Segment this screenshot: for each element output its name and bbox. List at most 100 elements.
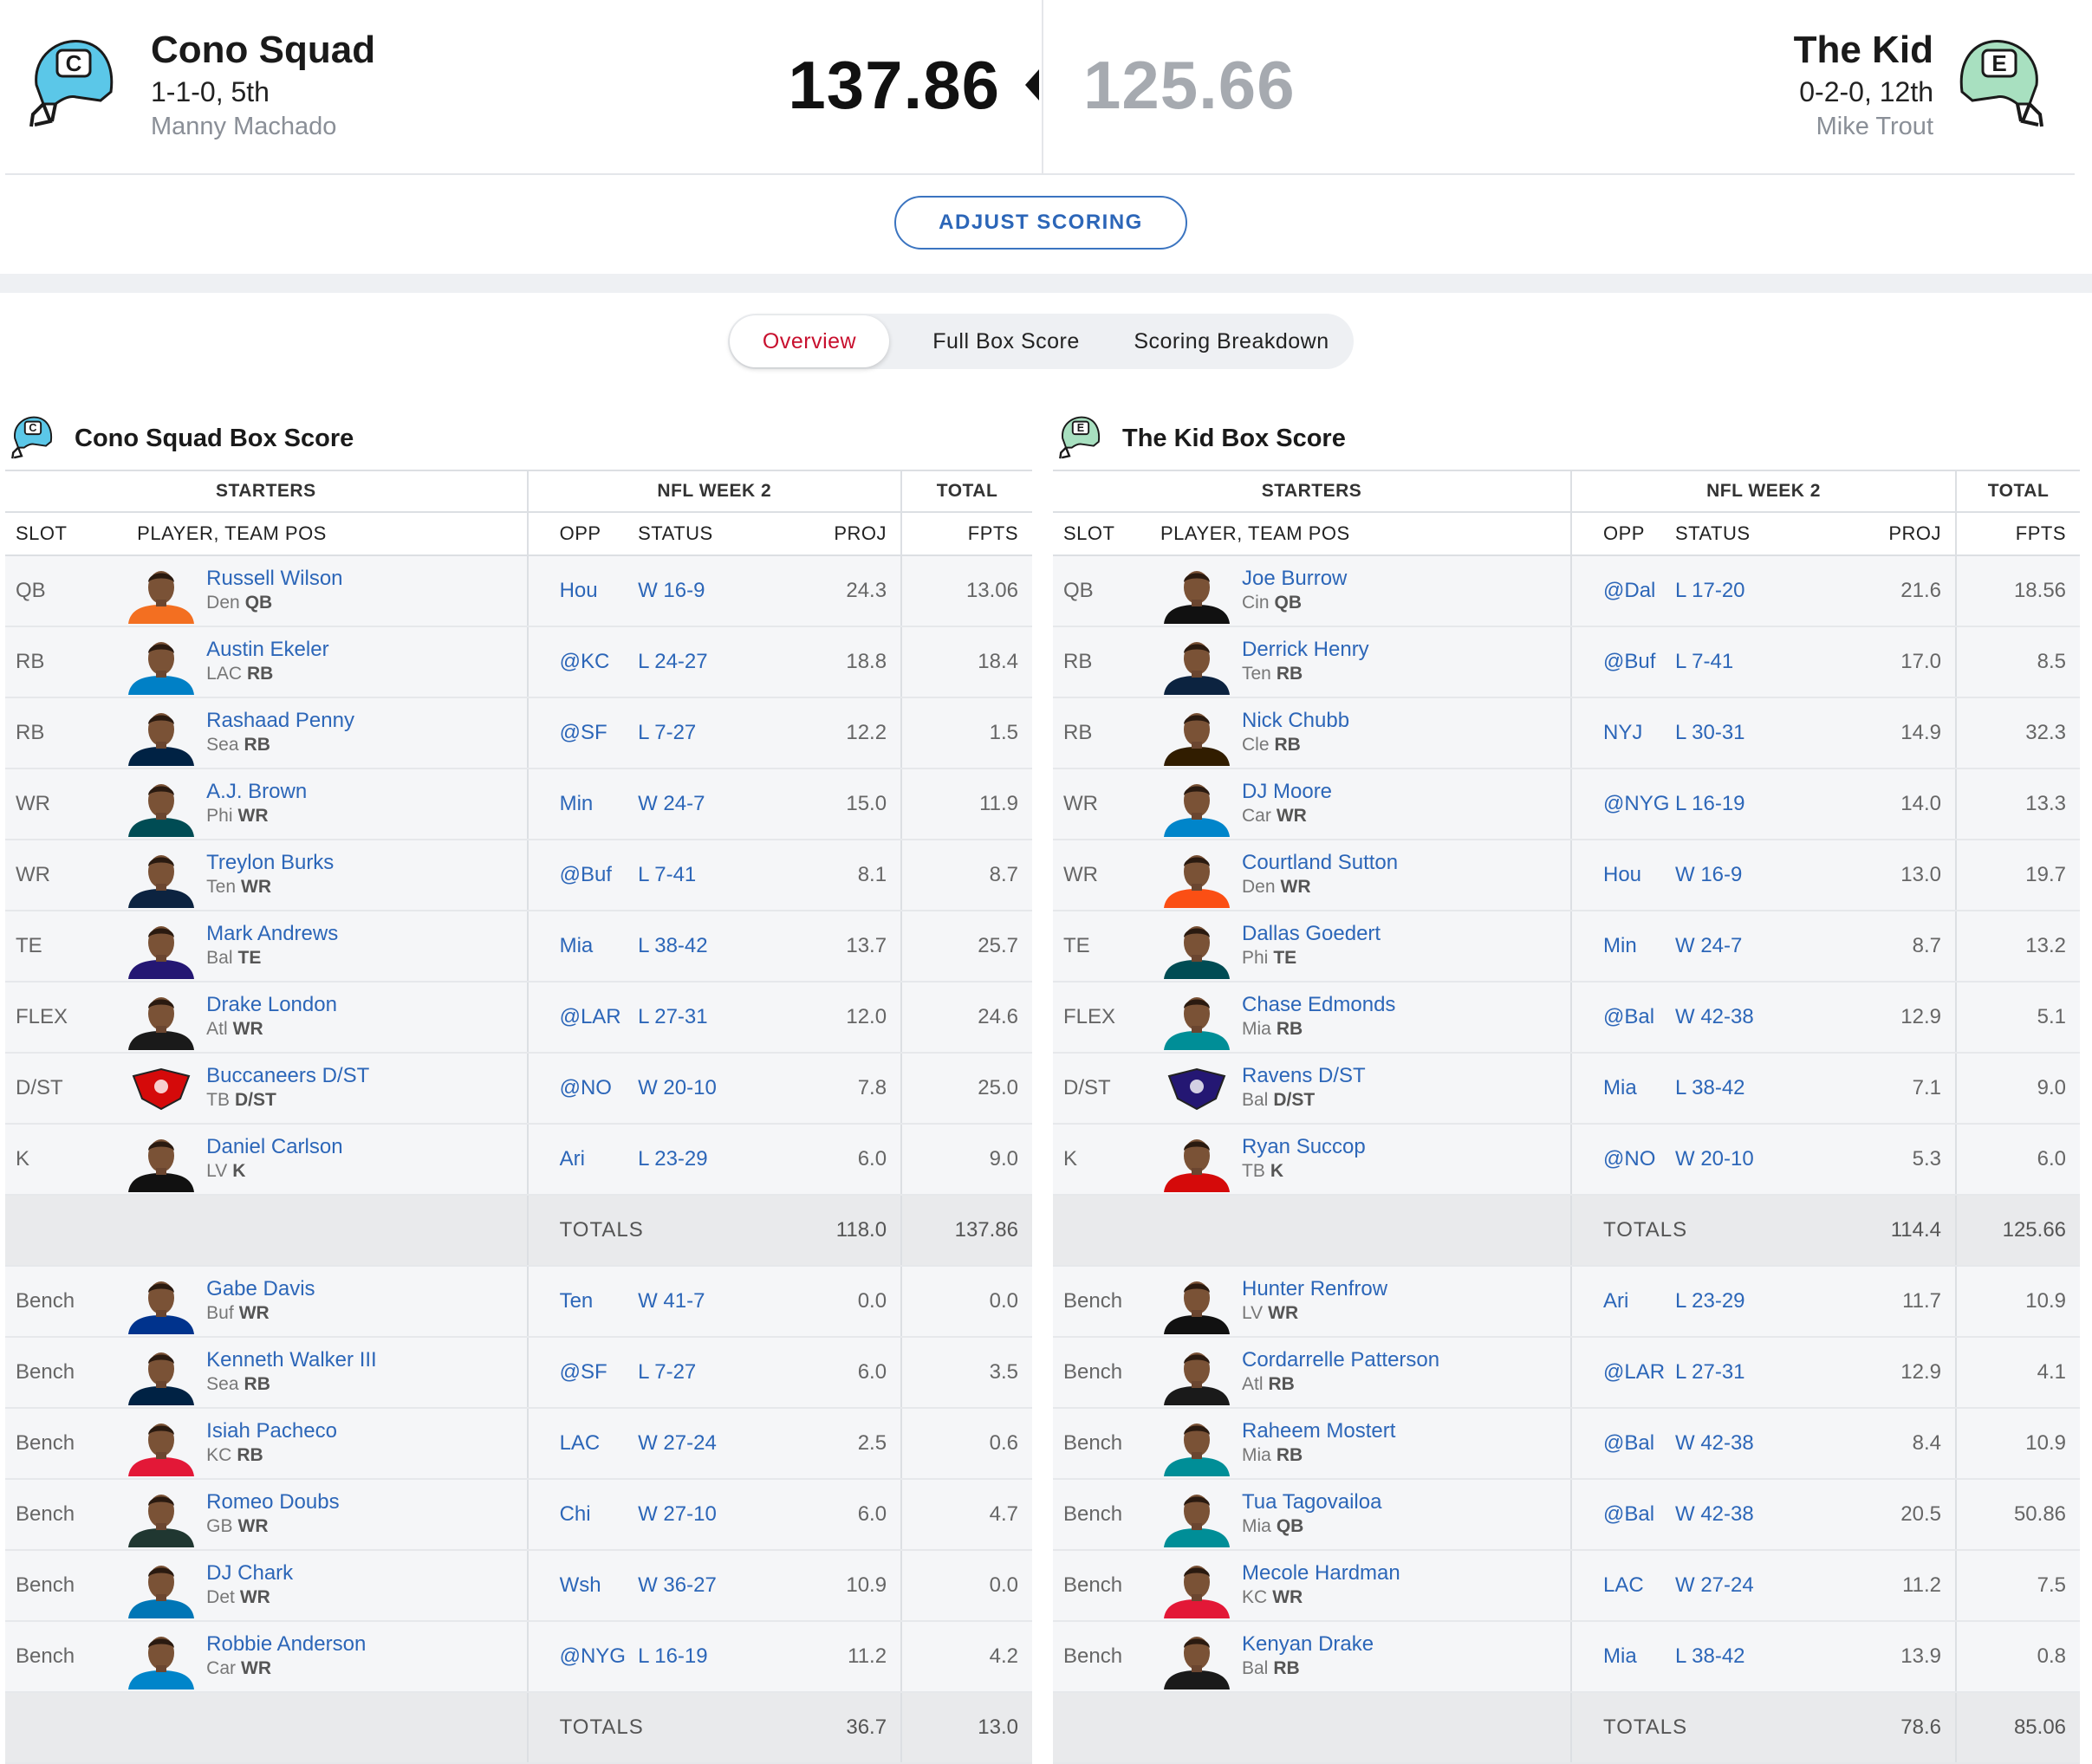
game-status-link[interactable]: L 24-27 (638, 626, 804, 698)
game-status-link[interactable]: L 38-42 (1675, 1621, 1831, 1693)
game-status-link[interactable]: W 16-9 (1675, 840, 1831, 911)
player-name-link[interactable]: A.J. Brown (206, 780, 308, 803)
player-headshot[interactable] (125, 561, 198, 624)
opponent-link[interactable]: Mia (526, 911, 639, 983)
opponent-link[interactable]: @NO (526, 1053, 639, 1125)
tab-overview[interactable]: Overview (730, 315, 889, 367)
fantasy-points[interactable]: 18.4 (900, 626, 1032, 698)
opponent-link[interactable]: Mia (1570, 1053, 1675, 1125)
opponent-link[interactable]: NYJ (1570, 697, 1675, 769)
fantasy-points[interactable]: 0.0 (900, 1266, 1032, 1338)
player-name-link[interactable]: Kenneth Walker III (206, 1348, 377, 1372)
game-status-link[interactable]: W 41-7 (638, 1266, 804, 1338)
player-headshot[interactable] (1160, 1059, 1233, 1121)
game-status-link[interactable]: W 42-38 (1675, 1408, 1831, 1480)
player-name-link[interactable]: Mark Andrews (206, 922, 339, 945)
player-headshot[interactable] (1160, 917, 1233, 979)
player-headshot[interactable] (125, 1485, 198, 1547)
player-headshot[interactable] (1160, 1414, 1233, 1476)
opponent-link[interactable]: @Dal (1570, 555, 1675, 627)
game-status-link[interactable]: W 24-7 (638, 769, 804, 840)
game-status-link[interactable]: L 27-31 (1675, 1337, 1831, 1409)
player-name-link[interactable]: Robbie Anderson (206, 1632, 367, 1656)
opponent-link[interactable]: @Buf (1570, 626, 1675, 698)
player-headshot[interactable] (1160, 632, 1233, 695)
fantasy-points[interactable]: 9.0 (900, 1124, 1032, 1196)
player-name-link[interactable]: Daniel Carlson (206, 1135, 343, 1158)
game-status-link[interactable]: L 16-19 (1675, 769, 1831, 840)
opponent-link[interactable]: Min (526, 769, 639, 840)
game-status-link[interactable]: L 30-31 (1675, 697, 1831, 769)
opponent-link[interactable]: LAC (526, 1408, 639, 1480)
player-headshot[interactable] (125, 1414, 198, 1476)
player-headshot[interactable] (125, 1556, 198, 1618)
game-status-link[interactable]: W 20-10 (1675, 1124, 1831, 1196)
opponent-link[interactable]: @Bal (1570, 982, 1675, 1054)
opponent-link[interactable]: Hou (526, 555, 639, 627)
player-name-link[interactable]: Buccaneers D/ST (206, 1064, 370, 1087)
fantasy-points[interactable]: 9.0 (1955, 1053, 2081, 1125)
fantasy-points[interactable]: 8.5 (1955, 626, 2081, 698)
game-status-link[interactable]: L 38-42 (638, 911, 804, 983)
player-headshot[interactable] (125, 704, 198, 766)
game-status-link[interactable]: L 23-29 (638, 1124, 804, 1196)
player-headshot[interactable] (125, 632, 198, 695)
player-headshot[interactable] (1160, 704, 1233, 766)
fantasy-points[interactable]: 32.3 (1955, 697, 2081, 769)
fantasy-points[interactable]: 3.5 (900, 1337, 1032, 1409)
player-headshot[interactable] (1160, 846, 1233, 908)
game-status-link[interactable]: L 27-31 (638, 982, 804, 1054)
opponent-link[interactable]: Wsh (526, 1550, 639, 1622)
tab-full-box-score[interactable]: Full Box Score (932, 328, 1080, 353)
player-headshot[interactable] (1160, 775, 1233, 837)
game-status-link[interactable]: L 38-42 (1675, 1053, 1831, 1125)
opponent-link[interactable]: Mia (1570, 1621, 1675, 1693)
opponent-link[interactable]: @LAR (526, 982, 639, 1054)
player-headshot[interactable] (125, 1343, 198, 1405)
player-headshot[interactable] (1160, 1556, 1233, 1618)
fantasy-points[interactable]: 7.5 (1955, 1550, 2081, 1622)
player-name-link[interactable]: Derrick Henry (1242, 638, 1369, 661)
player-headshot[interactable] (125, 917, 198, 979)
game-status-link[interactable]: W 42-38 (1675, 982, 1831, 1054)
player-headshot[interactable] (1160, 561, 1233, 624)
fantasy-points[interactable]: 11.9 (900, 769, 1032, 840)
fantasy-points[interactable]: 1.5 (900, 697, 1032, 769)
player-name-link[interactable]: Cordarrelle Patterson (1242, 1348, 1440, 1372)
game-status-link[interactable]: L 7-27 (638, 697, 804, 769)
player-headshot[interactable] (125, 775, 198, 837)
player-name-link[interactable]: DJ Chark (206, 1561, 294, 1585)
fantasy-points[interactable]: 0.0 (900, 1550, 1032, 1622)
player-headshot[interactable] (1160, 1343, 1233, 1405)
fantasy-points[interactable]: 18.56 (1955, 555, 2081, 627)
fantasy-points[interactable]: 50.86 (1955, 1479, 2081, 1551)
game-status-link[interactable]: L 7-27 (638, 1337, 804, 1409)
player-headshot[interactable] (1160, 1272, 1233, 1334)
fantasy-points[interactable]: 19.7 (1955, 840, 2081, 911)
player-headshot[interactable] (125, 1059, 198, 1121)
player-name-link[interactable]: Russell Wilson (206, 567, 343, 590)
player-name-link[interactable]: Chase Edmonds (1242, 993, 1396, 1016)
player-name-link[interactable]: Mecole Hardman (1242, 1561, 1400, 1585)
opponent-link[interactable]: @SF (526, 1337, 639, 1409)
game-status-link[interactable]: L 17-20 (1675, 555, 1831, 627)
tab-scoring-breakdown[interactable]: Scoring Breakdown (1134, 328, 1329, 353)
player-headshot[interactable] (1160, 988, 1233, 1050)
player-headshot[interactable] (125, 1272, 198, 1334)
player-name-link[interactable]: Rashaad Penny (206, 709, 354, 732)
opponent-link[interactable]: @Buf (526, 840, 639, 911)
game-status-link[interactable]: W 36-27 (638, 1550, 804, 1622)
away-team-name[interactable]: The Kid (1793, 29, 1933, 71)
opponent-link[interactable]: LAC (1570, 1550, 1675, 1622)
adjust-scoring-button[interactable]: ADJUST SCORING (894, 196, 1187, 250)
fantasy-points[interactable]: 10.9 (1955, 1408, 2081, 1480)
game-status-link[interactable]: L 7-41 (638, 840, 804, 911)
game-status-link[interactable]: W 27-24 (638, 1408, 804, 1480)
player-headshot[interactable] (1160, 1130, 1233, 1192)
player-name-link[interactable]: Dallas Goedert (1242, 922, 1381, 945)
player-name-link[interactable]: Drake London (206, 993, 337, 1016)
fantasy-points[interactable]: 0.8 (1955, 1621, 2081, 1693)
player-headshot[interactable] (125, 1627, 198, 1689)
player-name-link[interactable]: Kenyan Drake (1242, 1632, 1374, 1656)
opponent-link[interactable]: @NYG (1570, 769, 1675, 840)
